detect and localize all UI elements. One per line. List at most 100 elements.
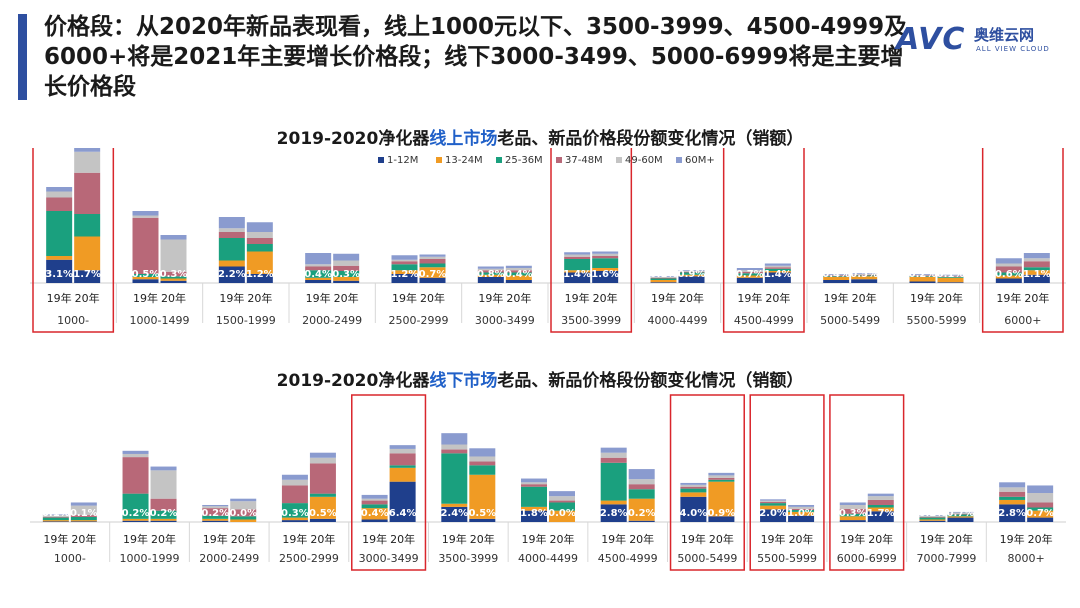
- bar-segment-1-12M: [788, 515, 815, 522]
- bar-year-label: 20年: [1028, 532, 1053, 546]
- bar-segment-60M+: [309, 452, 336, 458]
- category-group: 2.8% 19年 0.7% 20年: [998, 482, 1054, 546]
- highlight-box: [32, 148, 115, 333]
- legend-label-13-24M: 13-24M: [445, 155, 483, 166]
- bar-segment-1-12M: [160, 280, 187, 283]
- data-label: 2.2%: [218, 269, 246, 280]
- bar-segment-60M+: [600, 447, 627, 453]
- bar-segment-1-12M: [708, 516, 735, 522]
- bar-segment-37-48M: [764, 267, 791, 269]
- bar-segment-60M+: [999, 482, 1026, 488]
- bar-segment-1-12M: [839, 520, 866, 522]
- bar-segment-13-24M: [230, 519, 257, 522]
- bar-segment-13-24M: [122, 518, 149, 521]
- online-chart-title-highlight: 线上市场: [429, 129, 498, 149]
- bar-segment-13-24M: [505, 275, 532, 280]
- bar-segment-1-12M: [1023, 274, 1050, 283]
- highlight-box: [669, 394, 745, 571]
- logo-text: AVC: [896, 22, 966, 57]
- bar-segment-25-36M: [309, 493, 336, 497]
- bar-segment-49-60M: [469, 456, 496, 462]
- bar-segment-25-36M: [549, 502, 575, 511]
- bar-segment-25-36M: [1027, 507, 1054, 511]
- data-label: 4.0%: [680, 508, 708, 519]
- data-label: 1.2%: [246, 269, 274, 280]
- bar-segment-25-36M: [600, 462, 627, 501]
- bar-segment-13-24M: [218, 260, 245, 267]
- category-label: 5000-5499: [677, 552, 737, 565]
- legend-label-1-12M: 1-12M: [387, 155, 418, 166]
- data-label: 0.2%: [150, 508, 178, 519]
- bar-year-label: 19年: [306, 291, 331, 305]
- bar-year-label: 19年: [824, 291, 849, 305]
- bar-segment-49-60M: [246, 232, 273, 238]
- data-label: 0.7%: [736, 269, 764, 280]
- category-label: 6000+: [1004, 314, 1041, 327]
- bar-segment-1-12M: [628, 520, 655, 522]
- bar-year-label: 20年: [390, 532, 415, 546]
- bar-segment-37-48M: [851, 274, 878, 276]
- bar-segment-13-24M: [919, 519, 946, 521]
- bar-segment-25-36M: [132, 274, 159, 277]
- bar-segment-49-60M: [919, 515, 946, 517]
- bar-segment-49-60M: [600, 452, 627, 458]
- bar-segment-49-60M: [764, 265, 791, 268]
- data-label: 0.1%: [937, 269, 965, 280]
- bar-segment-13-24M: [867, 507, 894, 512]
- bar-segment-13-24M: [70, 520, 97, 522]
- data-label: 1.8%: [520, 508, 548, 519]
- bar-segment-25-36M: [230, 516, 257, 520]
- bar-segment-25-36M: [246, 244, 273, 252]
- bar-segment-49-60M: [736, 270, 763, 272]
- data-label: 0.5%: [309, 508, 337, 519]
- bar-segment-25-36M: [1023, 267, 1050, 271]
- data-label: 0.2%: [122, 508, 150, 519]
- bar-segment-1-12M: [564, 272, 591, 283]
- bar-year-label: 20年: [852, 291, 877, 305]
- bar-segment-25-36M: [361, 504, 388, 509]
- data-label: 0.2%: [201, 508, 229, 519]
- bar-segment-49-60M: [937, 275, 964, 277]
- data-label: 0.7%: [419, 269, 447, 280]
- bar-segment-49-60M: [823, 274, 850, 276]
- bar-segment-13-24M: [46, 256, 73, 260]
- data-label: 1.0%: [787, 508, 815, 519]
- bar-year-label: 19年: [43, 532, 68, 546]
- bar-segment-25-36M: [389, 465, 416, 468]
- bar-segment-60M+: [477, 266, 504, 269]
- bar-year-label: 19年: [478, 291, 503, 305]
- bar-segment-37-48M: [477, 270, 504, 273]
- bar-segment-49-60M: [361, 498, 388, 501]
- bar-segment-1-12M: [150, 520, 177, 522]
- bar-segment-1-12M: [305, 280, 332, 283]
- bar-segment-1-12M: [132, 279, 159, 283]
- bar-segment-37-48M: [650, 277, 677, 279]
- bar-segment-49-60M: [678, 271, 705, 272]
- bar-segment-60M+: [650, 276, 677, 277]
- bar-segment-1-12M: [246, 274, 273, 283]
- bar-segment-25-36M: [218, 238, 245, 261]
- bar-segment-13-24M: [937, 277, 964, 283]
- bar-segment-60M+: [441, 433, 468, 445]
- bar-segment-13-24M: [909, 277, 936, 282]
- legend-label-60M+: 60M+: [685, 155, 715, 166]
- bar-segment-37-48M: [361, 500, 388, 505]
- bar-segment-60M+: [391, 255, 418, 260]
- bar-segment-49-60M: [333, 260, 360, 266]
- bar-segment-1-12M: [919, 520, 946, 522]
- category-group: 0.2% 19年 0.2% 20年: [122, 450, 178, 546]
- bar-segment-60M+: [564, 252, 591, 255]
- bar-year-label: 19年: [681, 532, 706, 546]
- bar-segment-37-48M: [909, 275, 936, 277]
- bar-segment-60M+: [628, 469, 655, 480]
- bar-year-label: 19年: [123, 532, 148, 546]
- bar-segment-49-60M: [592, 253, 619, 256]
- category-group: 0.2% 19年 0.0% 20年: [201, 498, 257, 546]
- bar-segment-1-12M: [736, 277, 763, 283]
- bar-segment-49-60M: [909, 274, 936, 276]
- bar-segment-49-60M: [46, 191, 73, 198]
- category-label: 4000-4499: [518, 552, 578, 565]
- bar-segment-1-12M: [218, 266, 245, 283]
- bar-segment-49-60M: [150, 470, 177, 499]
